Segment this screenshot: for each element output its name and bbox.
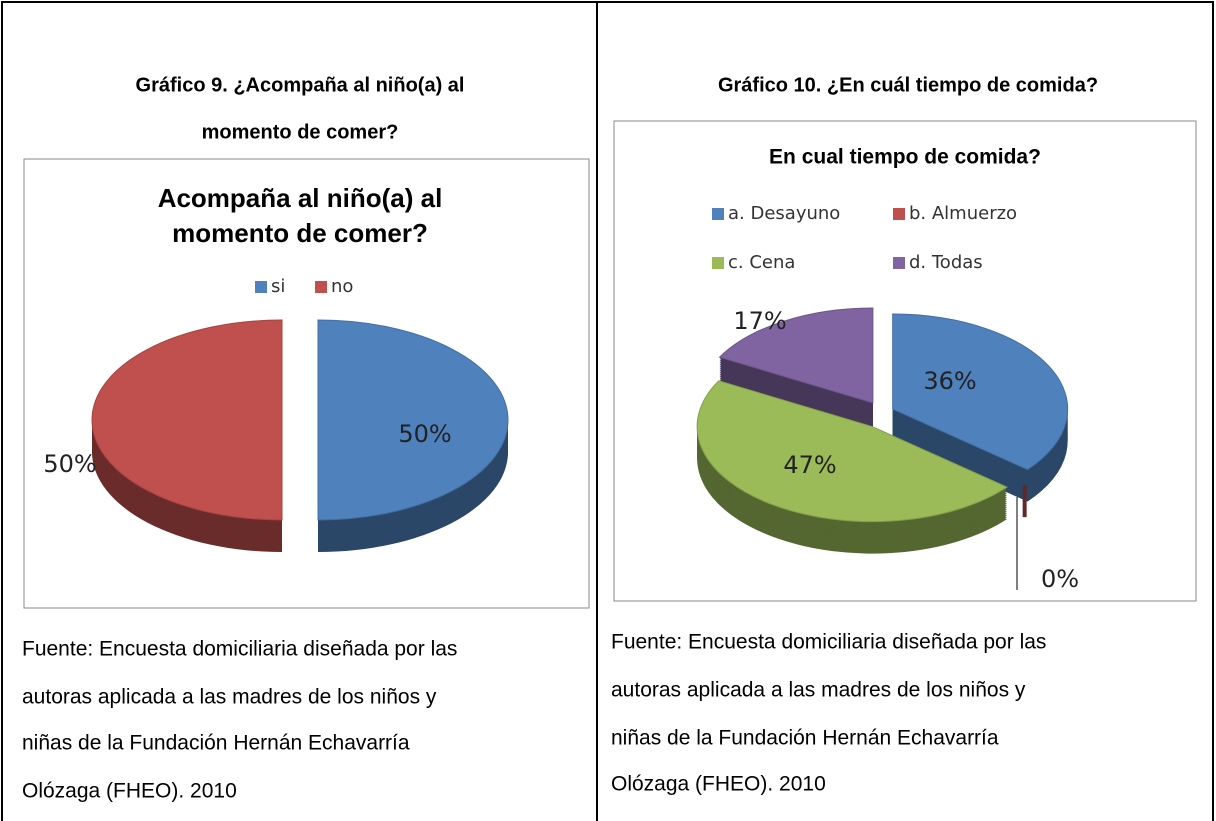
source-text: Olózaga (FHEO). 2010 bbox=[611, 773, 826, 796]
pie-slice-side bbox=[1022, 485, 1027, 518]
chart-title: Acompaña al niño(a) al bbox=[158, 183, 443, 213]
legend-label: no bbox=[331, 276, 353, 297]
data-label: 17% bbox=[733, 307, 786, 335]
pie-slice bbox=[91, 319, 283, 521]
legend-label: a. Desayuno bbox=[728, 203, 840, 224]
legend-swatch bbox=[255, 281, 267, 293]
legend-label: c. Cena bbox=[728, 252, 795, 273]
chart-title: momento de comer? bbox=[172, 218, 428, 248]
source-text: autoras aplicada a las madres de los niñ… bbox=[22, 686, 437, 709]
chart-title: En cual tiempo de comida? bbox=[769, 146, 1041, 169]
data-label: 0% bbox=[1041, 565, 1079, 593]
data-label: 36% bbox=[923, 367, 976, 395]
legend-swatch bbox=[712, 257, 724, 269]
source-text: autoras aplicada a las madres de los niñ… bbox=[611, 679, 1026, 702]
legend-label: d. Todas bbox=[909, 252, 983, 273]
legend-swatch bbox=[893, 208, 905, 220]
source-text: Fuente: Encuesta domiciliaria diseñada p… bbox=[22, 638, 457, 661]
source-text: Olózaga (FHEO). 2010 bbox=[22, 780, 237, 803]
legend-label: b. Almuerzo bbox=[909, 203, 1017, 224]
legend-swatch bbox=[712, 208, 724, 220]
source-text: Fuente: Encuesta domiciliaria diseñada p… bbox=[611, 631, 1046, 654]
data-label: 50% bbox=[43, 450, 96, 478]
legend-swatch bbox=[315, 281, 327, 293]
heading: momento de comer? bbox=[202, 121, 399, 143]
heading: Gráfico 10. ¿En cuál tiempo de comida? bbox=[718, 74, 1098, 96]
pie-slice bbox=[696, 380, 1009, 523]
source-text: niñas de la Fundación Hernán Echavarría bbox=[22, 732, 410, 755]
source-text: niñas de la Fundación Hernán Echavarría bbox=[611, 727, 999, 750]
pie-slice bbox=[892, 313, 1069, 471]
data-label: 50% bbox=[398, 420, 451, 448]
data-label: 47% bbox=[783, 451, 836, 479]
pie-slice bbox=[317, 319, 509, 521]
pie-slice bbox=[718, 307, 874, 404]
heading: Gráfico 9. ¿Acompaña al niño(a) al bbox=[136, 74, 465, 96]
legend-swatch bbox=[893, 257, 905, 269]
legend-label: si bbox=[271, 276, 285, 297]
